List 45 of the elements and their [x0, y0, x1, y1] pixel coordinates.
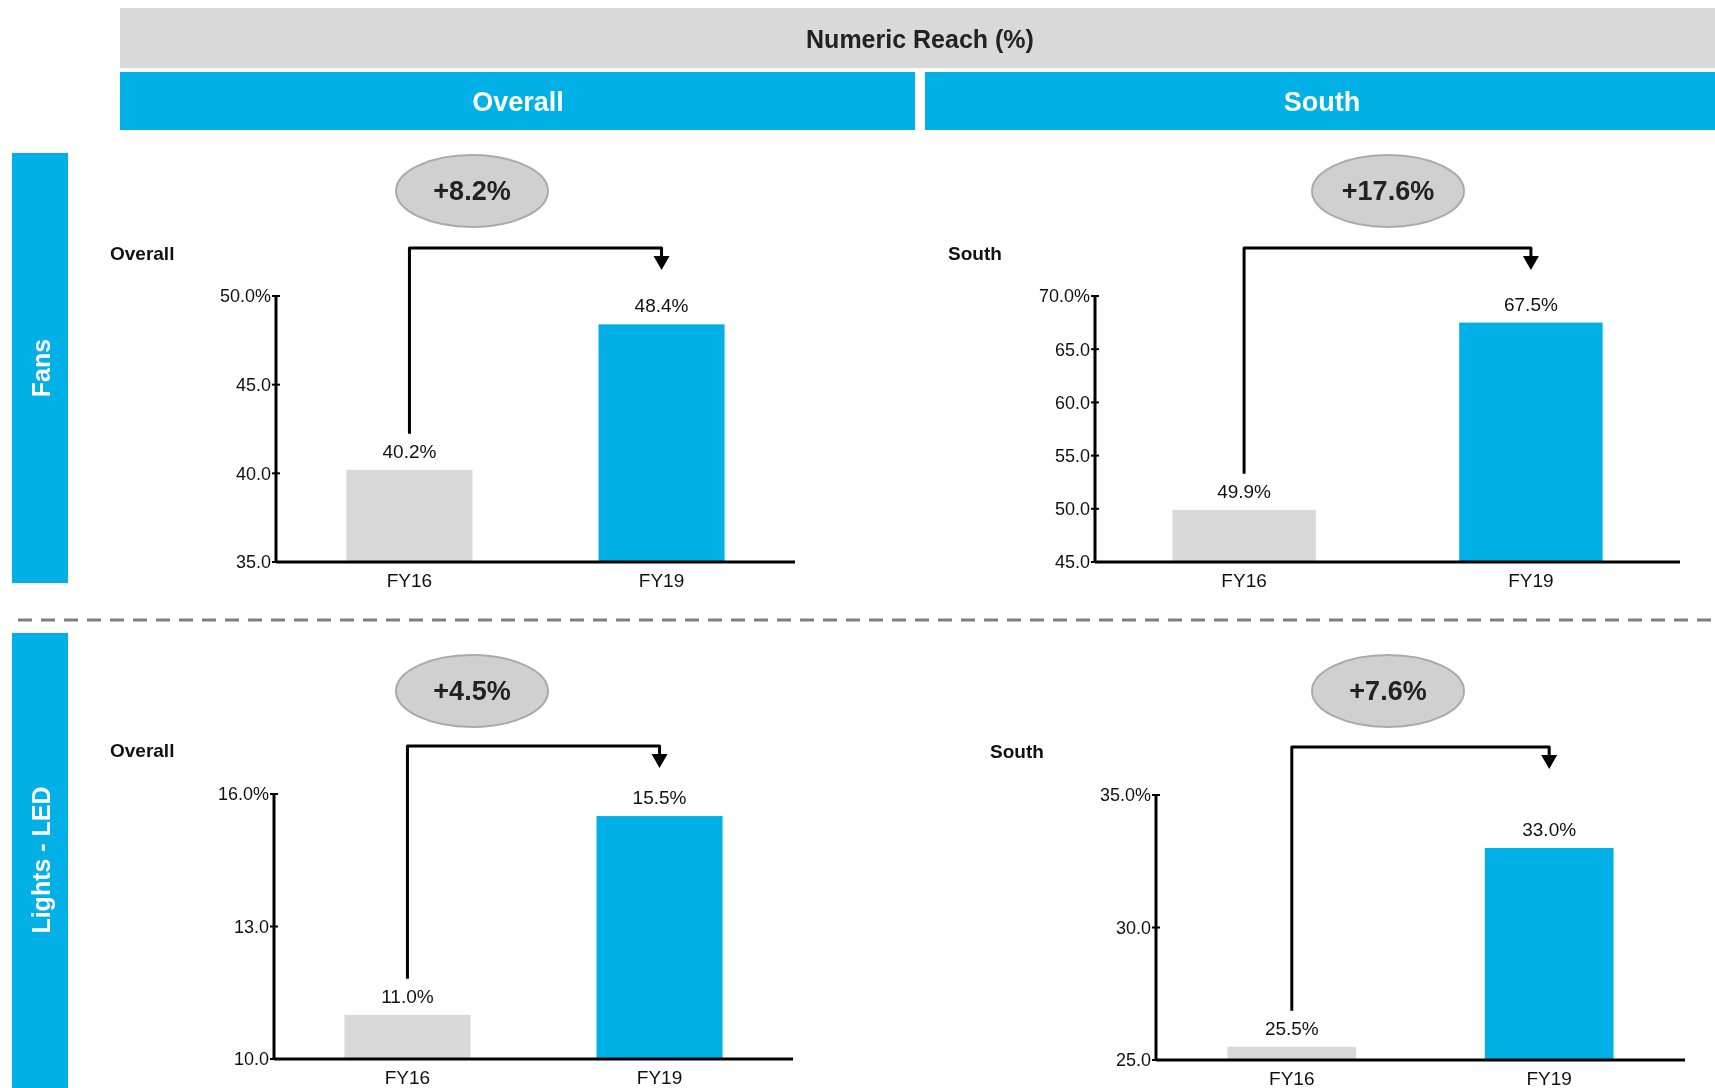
- y-tick-label: 50.0%: [219, 286, 271, 307]
- y-tick-label: 40.0: [235, 463, 271, 484]
- y-tick-label: 45.0: [1054, 552, 1090, 573]
- data-label: 49.9%: [1217, 480, 1272, 502]
- y-tick-label: 16.0%: [217, 784, 269, 805]
- data-label: 67.5%: [1503, 293, 1558, 315]
- y-tick-label: 35.0%: [1099, 785, 1151, 806]
- data-label: 11.0%: [381, 985, 434, 1007]
- chart-title: Overall: [110, 740, 175, 761]
- x-tick-label: FY19: [636, 1067, 683, 1088]
- y-tick-label: 65.0: [1054, 339, 1090, 360]
- text: Numeric Reach (%): [806, 25, 1034, 53]
- text: Overall: [472, 87, 564, 117]
- y-tick-label: 55.0: [1054, 445, 1090, 466]
- y-tick-label: 35.0: [235, 552, 271, 573]
- text: Lights - LED: [27, 786, 55, 934]
- y-tick-label: 13.0: [233, 916, 269, 937]
- data-label: 48.4%: [634, 295, 689, 317]
- y-tick-label: 70.0%: [1038, 286, 1090, 307]
- y-tick-label: 25.0: [1115, 1050, 1151, 1071]
- text: +4.5%: [433, 676, 511, 707]
- text: +8.2%: [433, 176, 511, 207]
- chart-title: Overall: [110, 243, 175, 264]
- x-tick-label: FY16: [1269, 1068, 1315, 1088]
- chart-title: South: [990, 741, 1044, 762]
- x-tick-label: FY19: [1526, 1068, 1572, 1088]
- chart-title: South: [948, 243, 1002, 264]
- x-tick-label: FY19: [1508, 570, 1554, 591]
- y-tick-label: 10.0: [233, 1049, 269, 1070]
- x-tick-label: FY16: [384, 1067, 431, 1088]
- text: South: [1283, 87, 1361, 117]
- y-tick-label: 60.0: [1054, 392, 1090, 413]
- data-label: 15.5%: [632, 787, 687, 809]
- data-label: 40.2%: [382, 440, 437, 462]
- data-label: 33.0%: [1522, 819, 1577, 840]
- x-tick-label: FY16: [1221, 570, 1267, 591]
- y-tick-label: 30.0: [1115, 917, 1151, 938]
- x-tick-label: FY19: [638, 570, 685, 591]
- text: +7.6%: [1349, 676, 1427, 707]
- text: +17.6%: [1341, 176, 1435, 207]
- text: Fans: [27, 338, 55, 398]
- y-tick-label: 50.0: [1054, 499, 1090, 520]
- y-tick-label: 45.0: [235, 374, 271, 395]
- data-label: 25.5%: [1264, 1017, 1319, 1039]
- x-tick-label: FY16: [386, 570, 433, 591]
